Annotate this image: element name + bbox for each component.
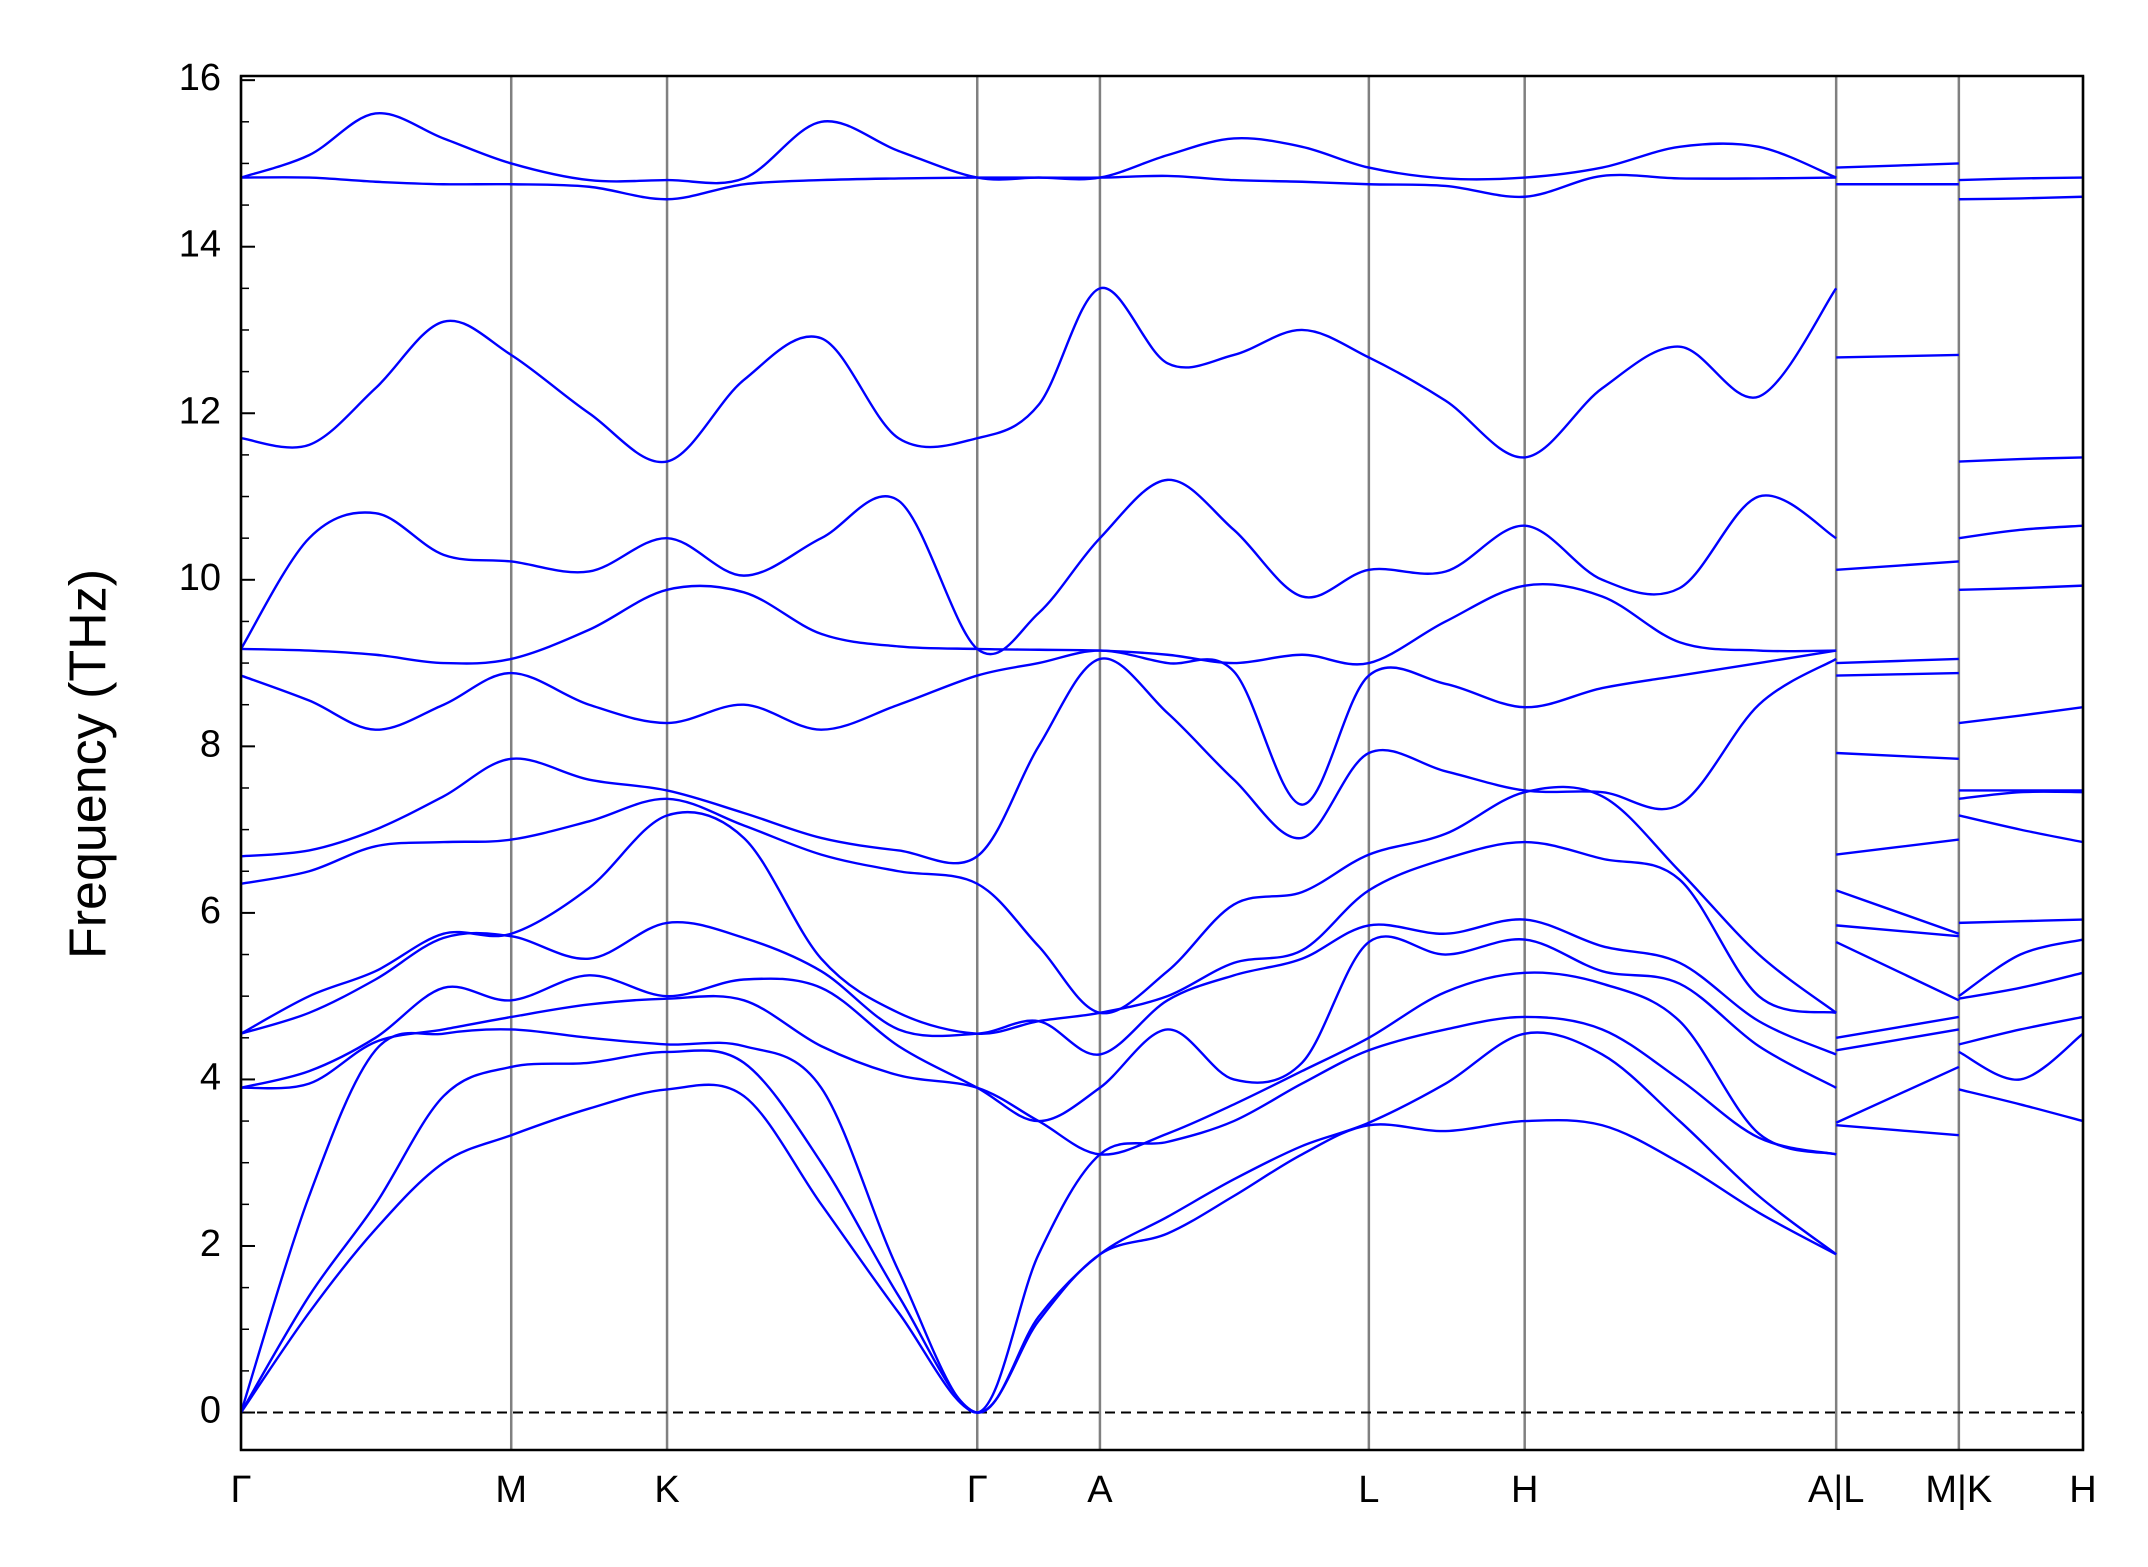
- y-tick-label: 4: [200, 1056, 221, 1098]
- x-tick-label: A|L: [1808, 1469, 1864, 1511]
- band-line: [239, 1031, 2084, 1414]
- band-line: [240, 649, 2084, 806]
- band-line: [240, 935, 2084, 1123]
- y-tick-label: 6: [200, 890, 221, 932]
- band-line: [240, 918, 2084, 1056]
- band-line: [240, 971, 2084, 1156]
- band-line: [240, 785, 2084, 1015]
- y-axis-label: Frequency (THz): [60, 569, 118, 959]
- x-tick-label: A: [1087, 1469, 1113, 1511]
- band-line: [240, 583, 2084, 666]
- y-tick-label: 16: [179, 57, 221, 99]
- band-line: [240, 810, 2084, 1035]
- plot-frame: [239, 74, 2085, 1452]
- y-tick-label: 2: [200, 1223, 221, 1265]
- band-line: [240, 112, 2084, 185]
- x-tick-label: H: [1511, 1469, 1538, 1511]
- band-line: [240, 173, 2084, 201]
- band-line: [240, 286, 2084, 464]
- y-tick-label: 12: [179, 390, 221, 432]
- band-line: [240, 657, 2083, 865]
- y-tick-label: 10: [179, 557, 221, 599]
- x-tick-label: Γ: [967, 1469, 988, 1511]
- x-tick-label: M|K: [1925, 1469, 1992, 1511]
- y-tick-label: 0: [200, 1390, 221, 1432]
- band-line: [239, 1015, 2084, 1414]
- y-tick-label: 8: [200, 723, 221, 765]
- x-tick-label: Γ: [231, 1469, 252, 1511]
- x-tick-label: M: [495, 1469, 527, 1511]
- band-line: [239, 478, 2084, 656]
- y-tick-label: 14: [179, 224, 221, 266]
- x-tick-label: L: [1358, 1469, 1379, 1511]
- x-tick-label: H: [2069, 1469, 2096, 1511]
- x-tick-label: K: [654, 1469, 679, 1511]
- band-line: [240, 1083, 2084, 1414]
